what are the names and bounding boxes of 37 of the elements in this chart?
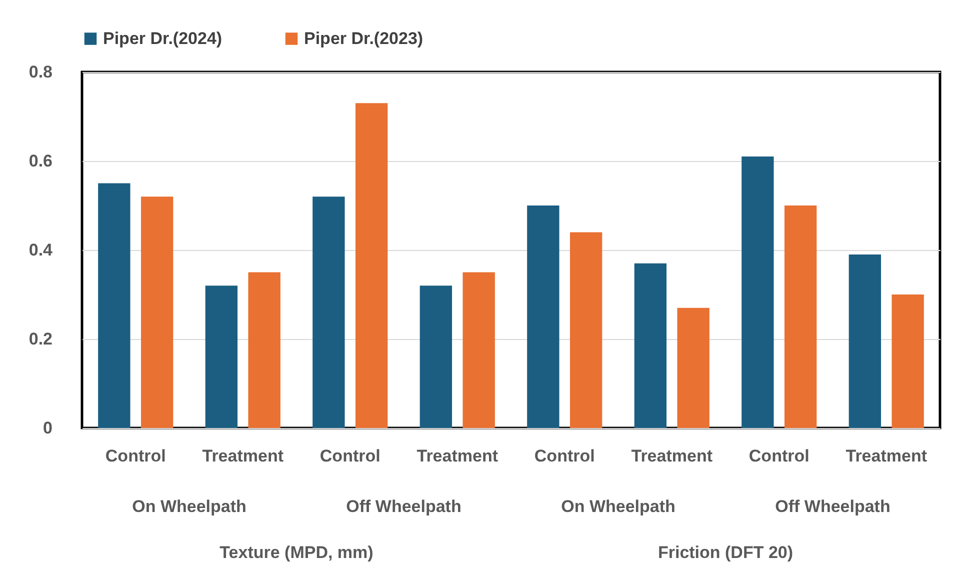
bar	[634, 263, 667, 428]
bar	[570, 232, 602, 428]
legend-label: Piper Dr.(2023)	[304, 28, 424, 48]
y-tick-label: 0.4	[28, 240, 54, 260]
y-tick-label: 0.8	[28, 62, 52, 82]
x-tick-label: Control	[320, 446, 380, 466]
bar	[420, 286, 452, 428]
bar	[355, 103, 388, 428]
bar	[98, 183, 130, 428]
legend-label: Piper Dr.(2024)	[103, 28, 222, 48]
bar	[677, 308, 710, 428]
bar	[140, 196, 174, 428]
x-tick-label: Treatment	[631, 446, 713, 466]
x-tick-label: Control	[748, 446, 810, 466]
bar	[742, 156, 774, 428]
text: Friction (DFT 20)	[658, 543, 794, 562]
bar	[205, 286, 238, 428]
bar	[892, 294, 924, 428]
text: Off Wheelpath	[775, 497, 890, 516]
x-tick-label: Control	[105, 446, 166, 466]
x-tick-label: Treatment	[202, 446, 284, 466]
text: Texture (MPD, mm)	[220, 543, 374, 562]
bar	[248, 272, 280, 428]
text: Off Wheelpath	[346, 497, 462, 516]
bar	[784, 206, 817, 428]
bar	[462, 272, 495, 428]
x-tick-label: Control	[534, 446, 595, 466]
bar	[312, 196, 345, 428]
y-tick-label: 0.6	[28, 152, 52, 170]
y-tick-label: 0.2	[28, 330, 52, 348]
text: On Wheelpath	[132, 497, 246, 516]
bar	[848, 254, 882, 428]
text: On Wheelpath	[561, 497, 676, 516]
bar	[527, 206, 560, 428]
y-tick-label: 0	[43, 418, 52, 438]
x-tick-label: Treatment	[846, 446, 928, 466]
x-tick-label: Treatment	[416, 446, 498, 466]
